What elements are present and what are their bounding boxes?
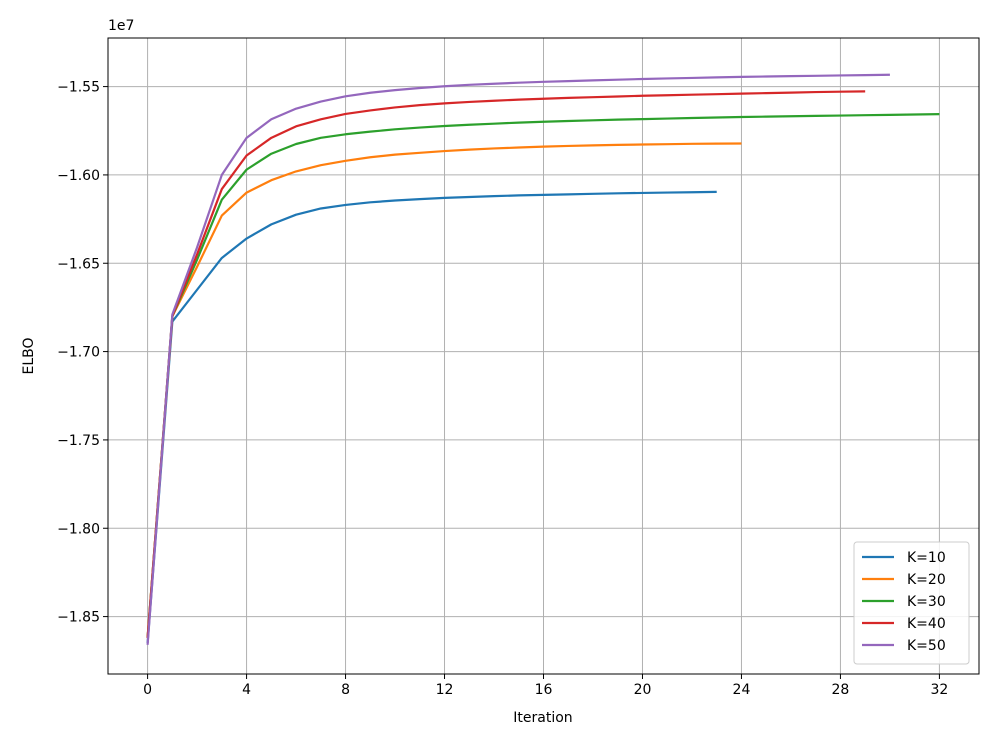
x-tick-label: 24	[733, 682, 751, 698]
y-tick-label: −1.60	[57, 168, 100, 184]
series-line-k-50	[146, 73, 890, 645]
series-line-k-30	[146, 113, 940, 638]
x-tick-label: 16	[535, 682, 553, 698]
y-tick-label: −1.75	[57, 433, 100, 449]
x-tick-label: 28	[832, 682, 850, 698]
x-tick-label: 20	[634, 682, 652, 698]
y-tick-label: −1.55	[57, 80, 100, 96]
x-tick-label: 4	[242, 682, 251, 698]
legend-box	[853, 541, 970, 665]
y-tick-label: −1.70	[57, 345, 100, 361]
y-tick-label: −1.85	[57, 610, 100, 626]
x-axis-title: Iteration	[513, 710, 572, 726]
legend: K=10 K=20 K=30 K=40 K=50	[853, 541, 970, 665]
ticks-group: 0 4 8 12 16 20 24 28 32 −1.85 −1.80 −1.75 −1.70 −1.65…	[57, 80, 948, 698]
series-line-k-40	[146, 90, 866, 638]
series-line-k-20	[146, 142, 742, 638]
legend-label: K=20	[907, 572, 946, 588]
x-tick-label: 12	[436, 682, 454, 698]
x-tick-label: 8	[341, 682, 350, 698]
grid	[108, 38, 979, 674]
legend-label: K=10	[907, 550, 946, 566]
series-line-k-10	[146, 190, 717, 644]
y-axis-title: ELBO	[21, 337, 37, 374]
y-tick-label: −1.65	[57, 256, 100, 272]
legend-label: K=30	[907, 594, 946, 610]
legend-label: K=50	[907, 638, 946, 654]
y-tick-label: −1.80	[57, 521, 100, 537]
y-offset-label: 1e7	[108, 18, 134, 34]
legend-label: K=40	[907, 616, 946, 632]
series-group	[146, 73, 940, 645]
x-tick-label: 32	[930, 682, 948, 698]
x-tick-label: 0	[143, 682, 152, 698]
